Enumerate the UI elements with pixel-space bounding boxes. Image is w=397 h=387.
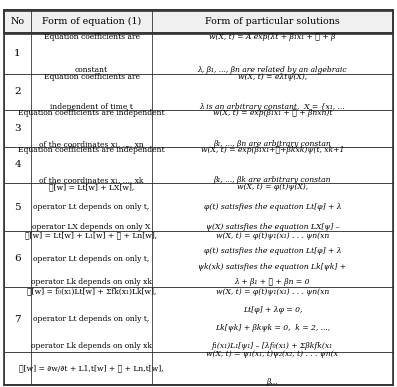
Text: w(Χ, t) = eλtψ(Χ),: w(Χ, t) = eλtψ(Χ),	[238, 73, 307, 80]
Text: w(Χ, t) = ψ₁(x₁, t)ψ₂(x₂, t) . . . ψn(x: w(Χ, t) = ψ₁(x₁, t)ψ₂(x₂, t) . . . ψn(x	[206, 350, 338, 358]
Text: operator Lk depends on only xk: operator Lk depends on only xk	[31, 278, 152, 286]
Bar	[4, 286, 393, 351]
Text: operator Lt depends on only t,: operator Lt depends on only t,	[33, 315, 150, 323]
Text: Lk[ψk] + βkψk = 0,  k = 2, ...,: Lk[ψk] + βkψk = 0, k = 2, ...,	[215, 324, 330, 332]
Bar	[4, 147, 393, 183]
Text: Equation coefficients are independent: Equation coefficients are independent	[18, 146, 165, 154]
Text: ψk(xk) satisfies the equation Lk[ψk] +: ψk(xk) satisfies the equation Lk[ψk] +	[198, 263, 347, 271]
Bar	[4, 33, 393, 74]
Text: ℒ[w] = ∂w/∂t + L1,t[w] + ⋯ + Ln,t[w],: ℒ[w] = ∂w/∂t + L1,t[w] + ⋯ + Ln,t[w],	[19, 364, 164, 372]
Bar	[4, 110, 393, 147]
Text: w(Χ, t) = φ(t)ψ₁(x₁) . . . ψn(xn: w(Χ, t) = φ(t)ψ₁(x₁) . . . ψn(xn	[216, 232, 329, 240]
Text: 5: 5	[14, 203, 21, 212]
Text: β₁, ..., βn are arbitrary constan: β₁, ..., βn are arbitrary constan	[214, 140, 331, 148]
Text: λ is an arbitrary constant,  Χ = {x₁, ...: λ is an arbitrary constant, Χ = {x₁, ...	[200, 103, 345, 111]
Text: ℒ[w] = f₀(x₁)Lt[w] + Σfk(x₁)Lk[w],: ℒ[w] = f₀(x₁)Lt[w] + Σfk(x₁)Lk[w],	[27, 288, 156, 296]
Text: operator Lt depends on only t,: operator Lt depends on only t,	[33, 255, 150, 263]
Text: Form of particular solutions: Form of particular solutions	[205, 17, 340, 26]
Text: constant: constant	[75, 67, 108, 74]
Text: ψ(Χ) satisfies the equation LΧ[ψ] –: ψ(Χ) satisfies the equation LΧ[ψ] –	[206, 224, 339, 231]
Text: β₁, ..., βk are arbitrary constan: β₁, ..., βk are arbitrary constan	[214, 176, 331, 184]
Text: Equation coefficients are: Equation coefficients are	[44, 33, 139, 41]
Text: Lt[φ] + λφ = 0,: Lt[φ] + λφ = 0,	[243, 306, 302, 314]
Bar	[4, 10, 393, 33]
Text: w(Χ, t) = φ(t)ψ₁(x₁) . . . ψn(xn: w(Χ, t) = φ(t)ψ₁(x₁) . . . ψn(xn	[216, 288, 329, 296]
Text: 3: 3	[14, 124, 21, 133]
Text: of the coordinates x₁, ..., xk: of the coordinates x₁, ..., xk	[39, 176, 144, 184]
Text: independent of time t: independent of time t	[50, 103, 133, 111]
Text: Equation coefficients are independent: Equation coefficients are independent	[18, 109, 165, 117]
Text: β...: β...	[267, 378, 278, 386]
Text: λ + β₁ + ⋯ + βn = 0: λ + β₁ + ⋯ + βn = 0	[235, 278, 310, 286]
Text: of the coordinates x₁, ..., xn: of the coordinates x₁, ..., xn	[39, 140, 144, 148]
Text: ℒ[w] = Lt[w] + L₁[w] + ⋯ + Ln[w],: ℒ[w] = Lt[w] + L₁[w] + ⋯ + Ln[w],	[25, 232, 158, 240]
Text: 4: 4	[14, 160, 21, 170]
Text: w(Χ, t) = A exp(λt + β₁x₁ + ⋯ + β: w(Χ, t) = A exp(λt + β₁x₁ + ⋯ + β	[209, 33, 335, 41]
Text: ℒ[w] = Lt[w] + LΧ[w],: ℒ[w] = Lt[w] + LΧ[w],	[49, 183, 134, 191]
Text: f₁(x₁)L₁[ψ₁] – [λf₀(x₁) + Σβkfk(x₁: f₁(x₁)L₁[ψ₁] – [λf₀(x₁) + Σβkfk(x₁	[212, 342, 333, 350]
Text: operator LΧ depends on only Χ: operator LΧ depends on only Χ	[32, 224, 151, 231]
Text: 1: 1	[14, 49, 21, 58]
Text: w(Χ, t) = exp(β₁x₁ + ⋯ + βnxn)t: w(Χ, t) = exp(β₁x₁ + ⋯ + βnxn)t	[213, 109, 332, 117]
Text: No: No	[11, 17, 25, 26]
Text: φ(t) satisfies the equation Lt[φ] + λ: φ(t) satisfies the equation Lt[φ] + λ	[204, 247, 341, 255]
Text: 6: 6	[14, 254, 21, 264]
Text: w(Χ, t) = exp(β₁x₁+⋯+βkxk)ψ(t, xk+1: w(Χ, t) = exp(β₁x₁+⋯+βkxk)ψ(t, xk+1	[201, 146, 344, 154]
Text: Equation coefficients are: Equation coefficients are	[44, 73, 139, 80]
Text: operator Lk depends on only xk: operator Lk depends on only xk	[31, 342, 152, 350]
Text: w(Χ, t) = φ(t)ψ(Χ),: w(Χ, t) = φ(t)ψ(Χ),	[237, 183, 308, 191]
Text: Form of equation (1): Form of equation (1)	[42, 17, 141, 26]
Text: operator Lt depends on only t,: operator Lt depends on only t,	[33, 203, 150, 211]
Text: 2: 2	[14, 87, 21, 96]
Bar	[4, 74, 393, 110]
Bar	[4, 231, 393, 286]
Bar	[4, 351, 393, 385]
Text: φ(t) satisfies the equation Lt[φ] + λ: φ(t) satisfies the equation Lt[φ] + λ	[204, 203, 341, 211]
Text: λ, β₁, ..., βn are related by an algebraic: λ, β₁, ..., βn are related by an algebra…	[198, 67, 347, 74]
Text: 7: 7	[14, 315, 21, 324]
Bar	[4, 183, 393, 231]
